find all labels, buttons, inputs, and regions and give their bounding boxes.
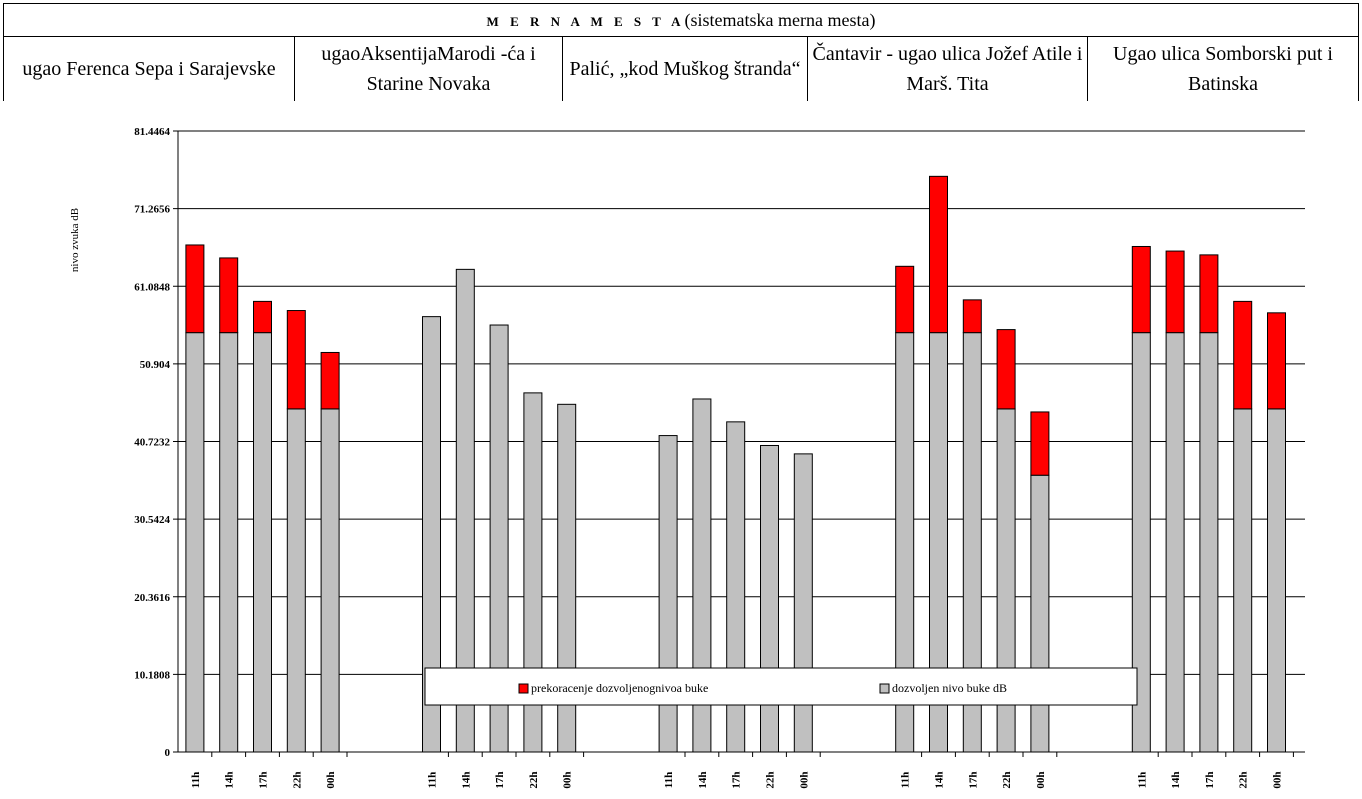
- x-tick-label: 22h: [765, 771, 777, 788]
- x-tick-label: 00h: [1272, 771, 1284, 788]
- bar-allowed: [523, 392, 543, 753]
- x-tick-label: 11h: [1136, 772, 1148, 789]
- bar-allowed: [793, 453, 813, 753]
- x-tick-label: 11h: [427, 772, 439, 789]
- bar-allowed: [320, 408, 340, 753]
- x-tick-label: 11h: [190, 772, 202, 789]
- x-tick-label: 22h: [291, 771, 303, 788]
- bar-exceed: [996, 329, 1016, 410]
- bar-allowed: [760, 444, 779, 753]
- bar-exceed: [286, 310, 306, 410]
- bar-exceed: [185, 244, 205, 334]
- bar-exceed: [895, 265, 915, 334]
- bar-allowed: [1199, 332, 1219, 753]
- header-title: M E R N A M E S T A(sistematska merna me…: [3, 3, 1359, 37]
- bar-allowed: [1267, 408, 1286, 753]
- x-tick-label: 00h: [798, 771, 810, 788]
- bar-exceed: [1165, 250, 1185, 334]
- x-tick-label: 17h: [731, 771, 743, 788]
- x-tick-label: 17h: [258, 771, 270, 788]
- x-tick-label: 00h: [562, 771, 574, 788]
- bar-exceed: [929, 175, 948, 334]
- x-tick-label: 14h: [224, 771, 236, 788]
- y-tick-label: 30.5424: [134, 514, 170, 526]
- x-tick-label: 00h: [1035, 771, 1047, 788]
- legend-box: [424, 667, 1138, 706]
- axes: 0 10.1808 20.3616 30.5424 40.7232 50.904 61.08…: [134, 126, 1305, 789]
- header-title-main: M E R N A M E S T A: [486, 13, 685, 29]
- bar-exceed: [1267, 312, 1286, 410]
- x-tick-label: 14h: [1170, 771, 1182, 788]
- x-tick-label: 14h: [460, 771, 472, 788]
- bar-exceed: [1131, 245, 1151, 334]
- y-tick-label: 0: [165, 747, 171, 759]
- bar-exceed: [219, 257, 239, 334]
- x-tick-label: 22h: [528, 771, 540, 788]
- legend-label-allowed: dozvoljen nivo buke dB: [892, 681, 1007, 695]
- bar-allowed: [557, 403, 577, 753]
- location-5: Ugao ulica Somborski put i Batinska: [1087, 36, 1359, 101]
- x-tick-label: 14h: [697, 771, 709, 788]
- header-title-sub: (sistematska merna mesta): [684, 9, 876, 30]
- y-tick-label: 71.2656: [134, 204, 170, 216]
- bar-allowed: [1030, 474, 1050, 753]
- bar-exceed: [962, 299, 982, 334]
- legend-label-exceed: prekoracenje dozvoljenognivoa buke: [531, 681, 708, 695]
- x-tick-label: 22h: [1238, 771, 1250, 788]
- y-tick-label: 81.4464: [134, 126, 170, 138]
- bar-exceed: [1199, 254, 1219, 334]
- bar-exceed: [1030, 411, 1050, 476]
- bar-exceed: [1233, 300, 1253, 410]
- legend: prekoracenje dozvoljenognivoa buke dozvo…: [424, 667, 1138, 706]
- bar-allowed: [422, 316, 441, 753]
- bar-allowed: [286, 408, 306, 753]
- bars: [185, 175, 1286, 753]
- x-tick-label: 11h: [663, 772, 675, 789]
- location-3: Palić, „kod Muškog štranda“: [562, 36, 808, 101]
- header-table: M E R N A M E S T A(sistematska merna me…: [3, 3, 1359, 101]
- y-tick-label: 20.3616: [134, 592, 170, 604]
- x-tick-label: 11h: [900, 772, 912, 789]
- x-tick-label: 17h: [494, 771, 506, 788]
- bar-allowed: [692, 398, 712, 753]
- x-tick-label: 22h: [1001, 771, 1013, 788]
- x-tick-label: 00h: [325, 771, 337, 788]
- x-tick-label: 17h: [967, 771, 979, 788]
- bar-allowed: [455, 268, 475, 753]
- legend-swatch-exceed: [518, 683, 529, 694]
- bar-allowed: [185, 332, 205, 753]
- bar-allowed: [219, 332, 239, 753]
- y-tick-label: 61.0848: [134, 281, 170, 293]
- y-tick-label: 10.1808: [134, 669, 170, 681]
- bar-exceed: [320, 351, 340, 410]
- x-tick-label: 17h: [1204, 771, 1216, 788]
- bar-exceed: [253, 300, 272, 334]
- location-2: ugaoAksentijaMarodi -ća i Starine Novaka: [294, 36, 563, 101]
- bar-allowed: [253, 332, 272, 753]
- bar-allowed: [1165, 332, 1185, 753]
- location-1: ugao Ferenca Sepa i Sarajevske: [3, 36, 295, 101]
- bar-allowed: [489, 324, 509, 753]
- legend-swatch-allowed: [879, 683, 890, 694]
- bar-allowed: [1233, 408, 1253, 753]
- y-tick-label: 40.7232: [134, 437, 170, 449]
- y-axis-label: nivo zvuka dB: [69, 208, 81, 272]
- x-tick-label: 14h: [934, 771, 946, 788]
- y-tick-label: 50.904: [140, 359, 171, 371]
- location-4: Čantavir - ugao ulica Jožef Atile i Marš…: [807, 36, 1088, 101]
